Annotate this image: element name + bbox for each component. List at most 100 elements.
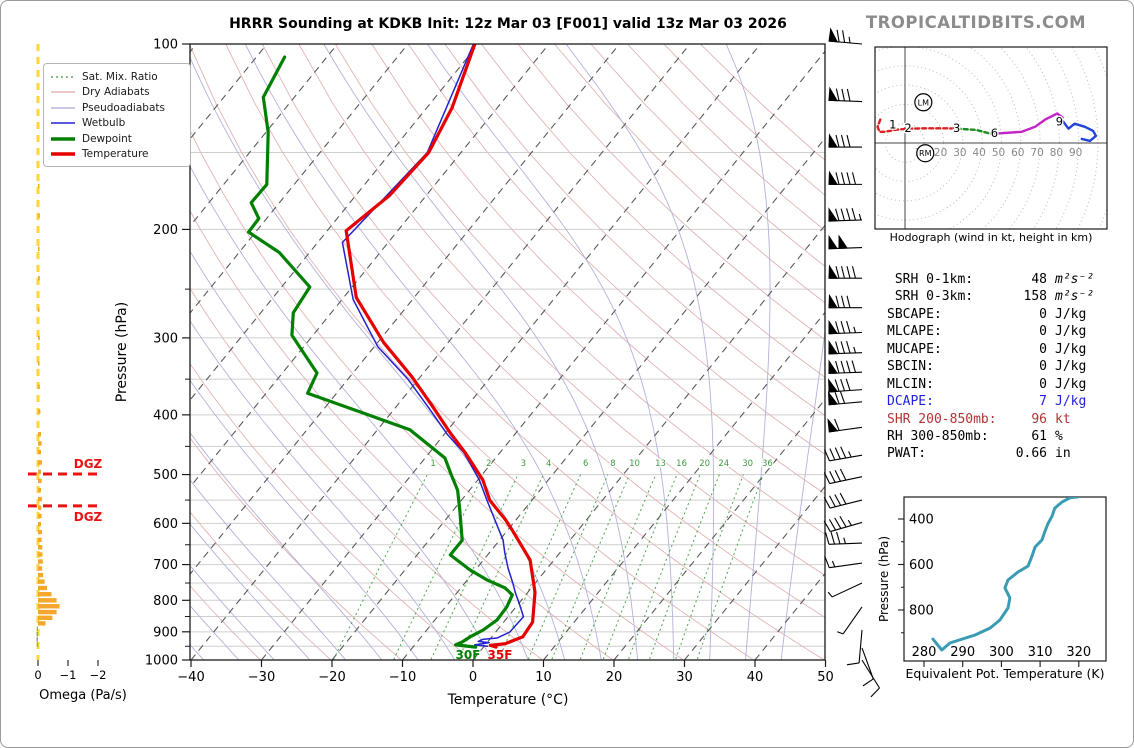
stats-panel: SRH 0-1km: 48 m²s⁻² SRH 0-3km: 158 m²s⁻² SBCA…	[887, 271, 1115, 463]
mixing-ratio-label: 3	[521, 459, 526, 469]
mixing-ratio-line	[332, 474, 428, 660]
dry-adiabat	[407, 44, 825, 455]
omega-bar	[38, 579, 45, 584]
pseudoadiabat	[190, 479, 347, 660]
omega-bar	[38, 598, 57, 603]
site-watermark: TROPICALTIDBITS.COM	[865, 13, 1087, 32]
mixing-ratio-label: 24	[718, 459, 729, 469]
pseudoadiabat	[323, 44, 639, 660]
hodograph-spine	[874, 46, 1108, 230]
stat-value: 0	[1039, 324, 1047, 340]
dry-adiabat	[554, 44, 825, 304]
hodograph-axis-label: 60	[1011, 147, 1024, 159]
stat-unit: %	[1055, 428, 1063, 444]
hodograph-trace-6-9km	[990, 112, 1064, 136]
pseudoadiabat	[190, 604, 240, 660]
legend-swatch	[51, 122, 75, 125]
pressure-tick-label: 600	[153, 517, 178, 532]
omega-bar	[38, 478, 42, 484]
hodograph-axis-label: 80	[1050, 147, 1063, 159]
theta-e-x-axis-label: Equivalent Pot. Temperature (K)	[905, 666, 1105, 681]
pseudoadiabat	[190, 523, 311, 660]
hodograph-axis-label: 90	[1069, 147, 1082, 159]
pressure-tick-label: 1000	[145, 654, 178, 669]
mixing-ratio-label: 8	[610, 459, 615, 469]
hodograph-height-label: 2	[904, 121, 911, 135]
mixing-ratio-line	[674, 474, 744, 660]
omega-bar	[38, 460, 42, 465]
legend-swatch	[51, 91, 75, 93]
theta-e-curve	[931, 497, 1080, 652]
omega-bars	[36, 183, 60, 647]
omega-bar	[38, 487, 41, 493]
temperature-tick-label: 10	[535, 670, 552, 685]
theta-e-y-tick-label: 400	[909, 513, 934, 528]
omega-bar	[38, 496, 42, 502]
pressure-tick-label: 800	[153, 594, 178, 609]
mixing-ratio-lines: 1 2 3 4 6 8 10 13 16 20 24 30 36	[332, 458, 774, 660]
pressure-tick-label: 200	[153, 223, 178, 238]
pseudoadiabat	[190, 320, 456, 660]
omega-bar	[38, 307, 40, 312]
wind-barb	[827, 418, 863, 433]
omega-bar	[38, 469, 41, 475]
mixing-ratio-label: 6	[583, 459, 588, 469]
omega-bar	[38, 505, 42, 510]
mixing-ratio-line	[627, 474, 701, 660]
stat-unit: kt	[1055, 411, 1071, 427]
wind-barb	[828, 293, 862, 309]
stat-row: SRH 0-3km: 158 m²s⁻²	[887, 288, 1115, 305]
surface-dewpoint-label: 30F	[456, 648, 481, 662]
pressure-tick-label: 300	[153, 331, 178, 346]
theta-e-x-tick-label: 280	[912, 645, 937, 660]
wind-barb	[823, 515, 863, 533]
wind-barb	[828, 27, 863, 45]
theta-e-spine	[903, 496, 1107, 662]
stat-unit: in	[1055, 446, 1071, 462]
dgz-label: DGZ	[74, 457, 103, 471]
dgz-label: DGZ	[74, 510, 103, 524]
wind-barb	[823, 492, 863, 509]
pseudoadiabats	[190, 44, 825, 660]
hodograph-trace-0-3km	[876, 118, 958, 134]
stat-label: RH 300-850mb:	[887, 428, 989, 444]
wind-barb	[823, 446, 863, 462]
omega-bar	[38, 409, 41, 414]
stat-unit: m²s⁻²	[1055, 289, 1095, 305]
pseudoadiabat	[190, 379, 419, 660]
temperature-tick-label: −40	[177, 670, 204, 685]
wind-barb	[828, 319, 863, 335]
theta-e-x-tick-label: 310	[1028, 645, 1053, 660]
dry-adiabat	[190, 287, 544, 660]
dry-adiabats	[190, 44, 825, 660]
omega-bar	[38, 615, 53, 620]
legend-item: Wetbulb	[44, 116, 190, 132]
wind-barb	[828, 339, 863, 355]
isotherm	[261, 44, 761, 660]
wetbulb-curve	[341, 44, 525, 648]
omega-bar	[38, 513, 42, 519]
dry-adiabat	[444, 44, 825, 417]
mixing-ratio-label: 20	[699, 459, 710, 469]
legend-item-label: Dewpoint	[82, 132, 132, 145]
hodograph-content: 10203040506070809012369LMRM	[875, 47, 1107, 229]
omega-bar	[38, 183, 40, 189]
omega-bar	[38, 432, 41, 437]
dry-adiabat	[371, 44, 825, 495]
theta-e-x-tick-label: 290	[950, 645, 975, 660]
stat-row: DCAPE: 7 J/kg	[887, 393, 1115, 410]
wind-barb	[828, 207, 863, 222]
skewt-plot: 1 2 3 4 6 8 10 13 16 20 24 30 36	[190, 44, 825, 660]
wind-barb	[828, 359, 863, 374]
surface-temperature-label: 35F	[488, 648, 513, 662]
stat-value: 48	[1031, 272, 1047, 287]
stat-unit: J/kg	[1055, 324, 1087, 340]
pseudoadiabat	[565, 44, 715, 660]
mixing-ratio-label: 30	[742, 459, 753, 469]
mixing-ratio-line	[497, 474, 582, 660]
theta-e-y-tick-label: 800	[909, 604, 934, 619]
isotherm	[472, 224, 825, 660]
legend-item-label: Wetbulb	[82, 117, 126, 130]
omega-bar	[36, 626, 38, 632]
